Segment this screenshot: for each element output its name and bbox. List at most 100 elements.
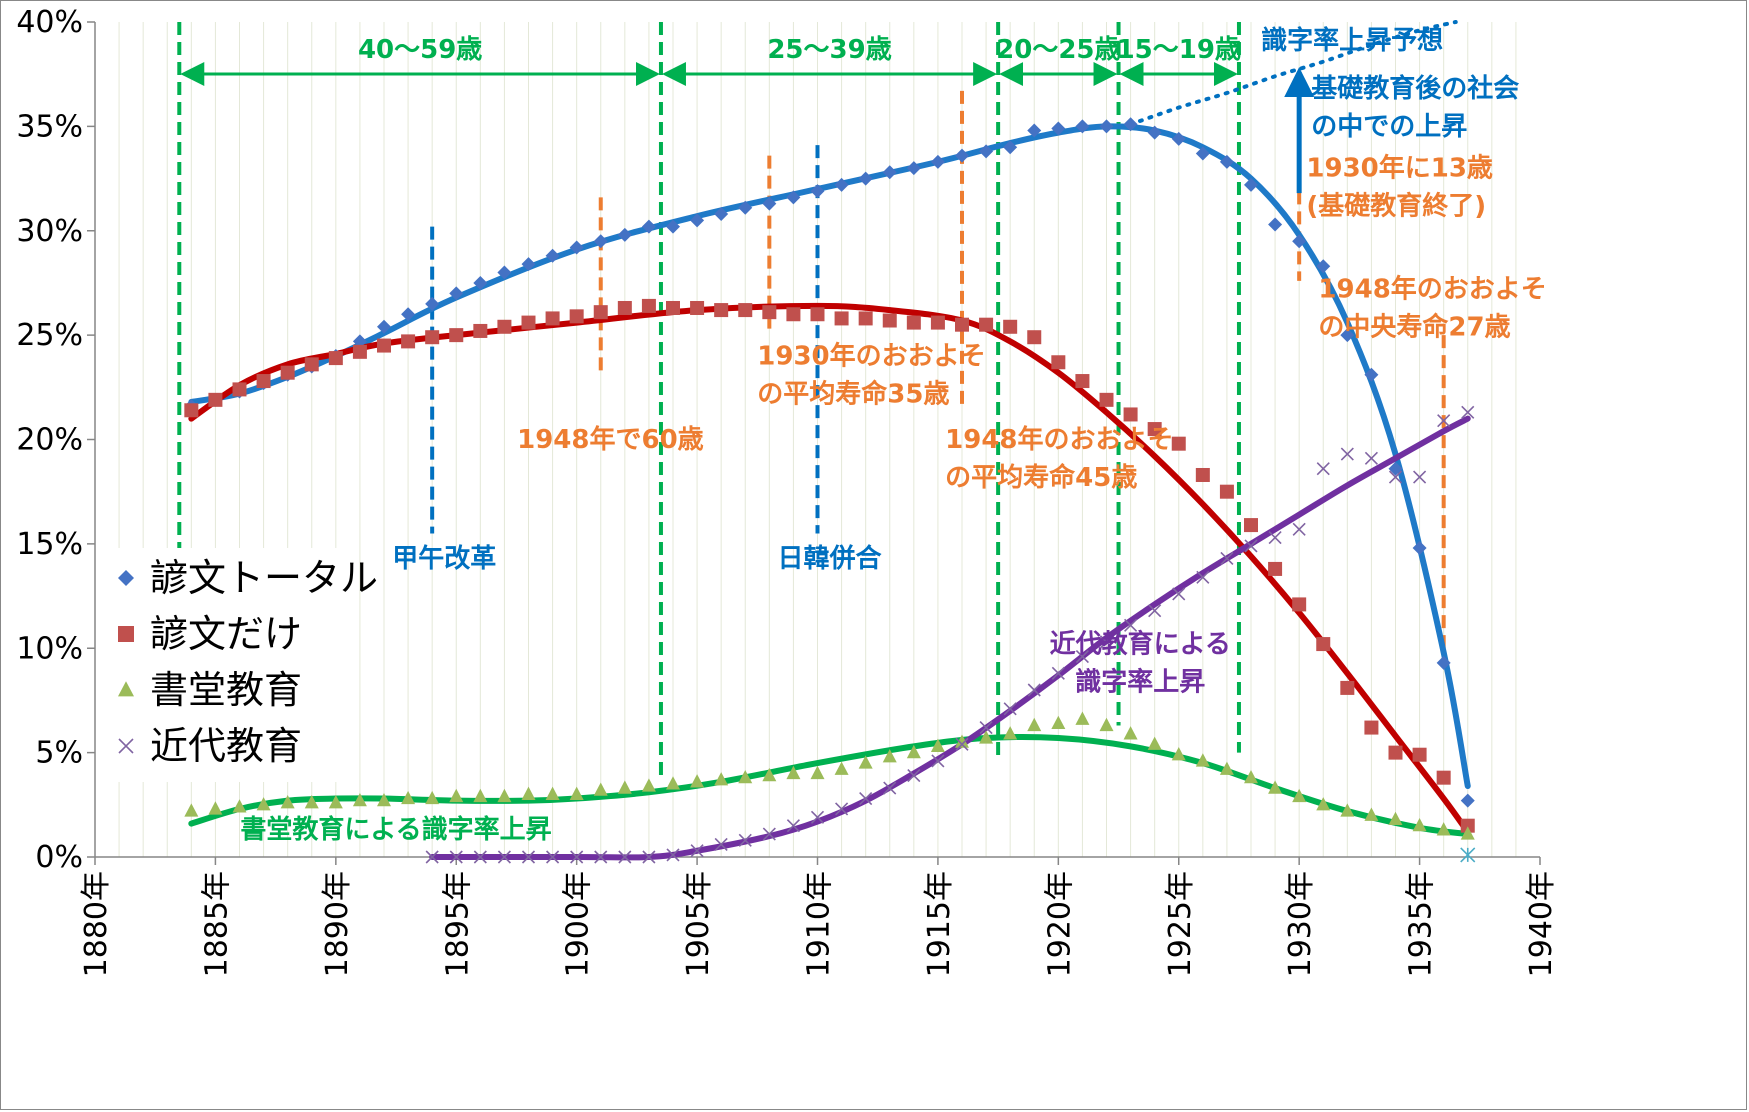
x-tick-label: 1905年	[681, 871, 716, 977]
data-point	[401, 790, 416, 805]
axes: 0% 5% 10% 15% 20% 25% 30% 35% 40% 1880年 1885年 1890年…	[16, 5, 1559, 977]
data-point	[1099, 717, 1114, 732]
annotation-line: 識字率上昇予想	[1261, 25, 1443, 56]
data-point	[979, 317, 994, 332]
annotation-line: 甲午改革	[392, 543, 496, 574]
annotation-line: 1930年に13歳	[1306, 152, 1493, 183]
data-point	[594, 850, 608, 864]
data-point	[425, 296, 440, 311]
data-point	[1268, 217, 1283, 232]
legend-label: 諺文だけ	[150, 612, 302, 656]
annotation: 近代教育による識字率上昇	[1050, 628, 1231, 697]
annotation-line: (基礎教育終了)	[1306, 190, 1486, 221]
annotation-line: の中での上昇	[1311, 112, 1467, 142]
data-point	[1124, 618, 1138, 632]
data-point	[1003, 319, 1018, 334]
data-point	[618, 850, 632, 864]
y-tick-label: 30%	[16, 214, 83, 249]
data-point	[690, 774, 705, 788]
data-point	[1413, 470, 1427, 484]
data-point	[883, 781, 897, 795]
data-point	[449, 328, 464, 343]
data-point	[1364, 367, 1379, 382]
data-point	[1436, 770, 1451, 785]
annotation: 1948年のおおよその中央寿命27歳	[1318, 274, 1546, 343]
x-tick-label: 1920年	[1042, 871, 1077, 977]
data-point	[714, 207, 729, 222]
y-tick-label: 10%	[16, 631, 83, 666]
data-point	[930, 738, 945, 752]
data-point	[449, 286, 464, 301]
x-tick-label: 1880年	[79, 871, 114, 977]
data-point	[834, 177, 849, 192]
data-point	[401, 334, 416, 349]
data-point	[1075, 374, 1090, 389]
data-point	[1340, 328, 1355, 343]
data-point	[641, 298, 656, 313]
data-point	[786, 190, 801, 205]
data-point	[1171, 747, 1186, 761]
data-point	[184, 803, 199, 817]
data-point	[1027, 683, 1041, 697]
data-point	[1219, 154, 1234, 169]
data-point	[256, 374, 271, 389]
data-point	[979, 730, 994, 744]
data-point	[569, 309, 584, 324]
data-point	[738, 200, 753, 215]
data-point	[280, 795, 295, 809]
data-point	[1147, 422, 1162, 437]
age-range-label: 15～19歳	[1117, 35, 1241, 65]
data-point	[1412, 747, 1427, 762]
data-point	[1051, 715, 1066, 729]
data-point	[232, 799, 247, 813]
data-point	[666, 219, 680, 234]
annotations: 甲午改革 日韓併合 1948年で60歳 1930年のおおよその平均寿命35歳 1948年…	[240, 25, 1546, 845]
y-tick-label: 0%	[35, 840, 83, 875]
data-point	[835, 802, 849, 816]
data-point	[930, 315, 945, 330]
data-point	[593, 234, 608, 249]
data-point	[1268, 780, 1283, 794]
annotation: 書堂教育による識字率上昇	[240, 814, 551, 845]
data-point	[810, 184, 825, 199]
x-tick-label: 1915年	[922, 871, 957, 977]
data-point	[593, 782, 608, 796]
data-point	[931, 754, 945, 768]
y-tick-label: 25%	[16, 318, 83, 353]
annotation-line: 1948年のおおよそ	[945, 424, 1173, 455]
data-point	[425, 790, 440, 805]
data-point	[1437, 414, 1451, 428]
annotation: 1930年に13歳 (基礎教育終了)	[1306, 152, 1493, 221]
data-point	[1412, 817, 1427, 832]
data-point	[1292, 597, 1307, 612]
data-point	[786, 819, 800, 833]
x-tick-label: 1935年	[1404, 871, 1439, 977]
data-point	[1099, 635, 1114, 649]
data-point	[1051, 121, 1066, 136]
data-point	[641, 219, 656, 234]
data-point	[545, 311, 560, 326]
data-point	[449, 788, 464, 803]
annotation: 1948年で60歳	[517, 424, 704, 455]
data-point	[570, 850, 584, 864]
data-point	[1220, 551, 1234, 566]
x-tick-label: 1895年	[440, 871, 475, 977]
data-point	[834, 761, 849, 775]
data-point	[786, 307, 801, 322]
data-point	[786, 765, 801, 780]
data-point	[1172, 587, 1186, 601]
data-point	[521, 257, 536, 272]
data-point	[473, 275, 488, 290]
data-point	[1099, 392, 1114, 407]
data-point	[930, 154, 945, 169]
legend-label: 近代教育	[150, 724, 302, 768]
data-point	[834, 311, 849, 326]
data-point	[1292, 234, 1307, 249]
data-point	[762, 196, 777, 211]
data-point	[810, 307, 825, 322]
data-point	[1219, 484, 1234, 499]
data-point	[762, 767, 777, 782]
age-range-label: 25～39歳	[767, 35, 891, 65]
data-point	[449, 850, 463, 864]
